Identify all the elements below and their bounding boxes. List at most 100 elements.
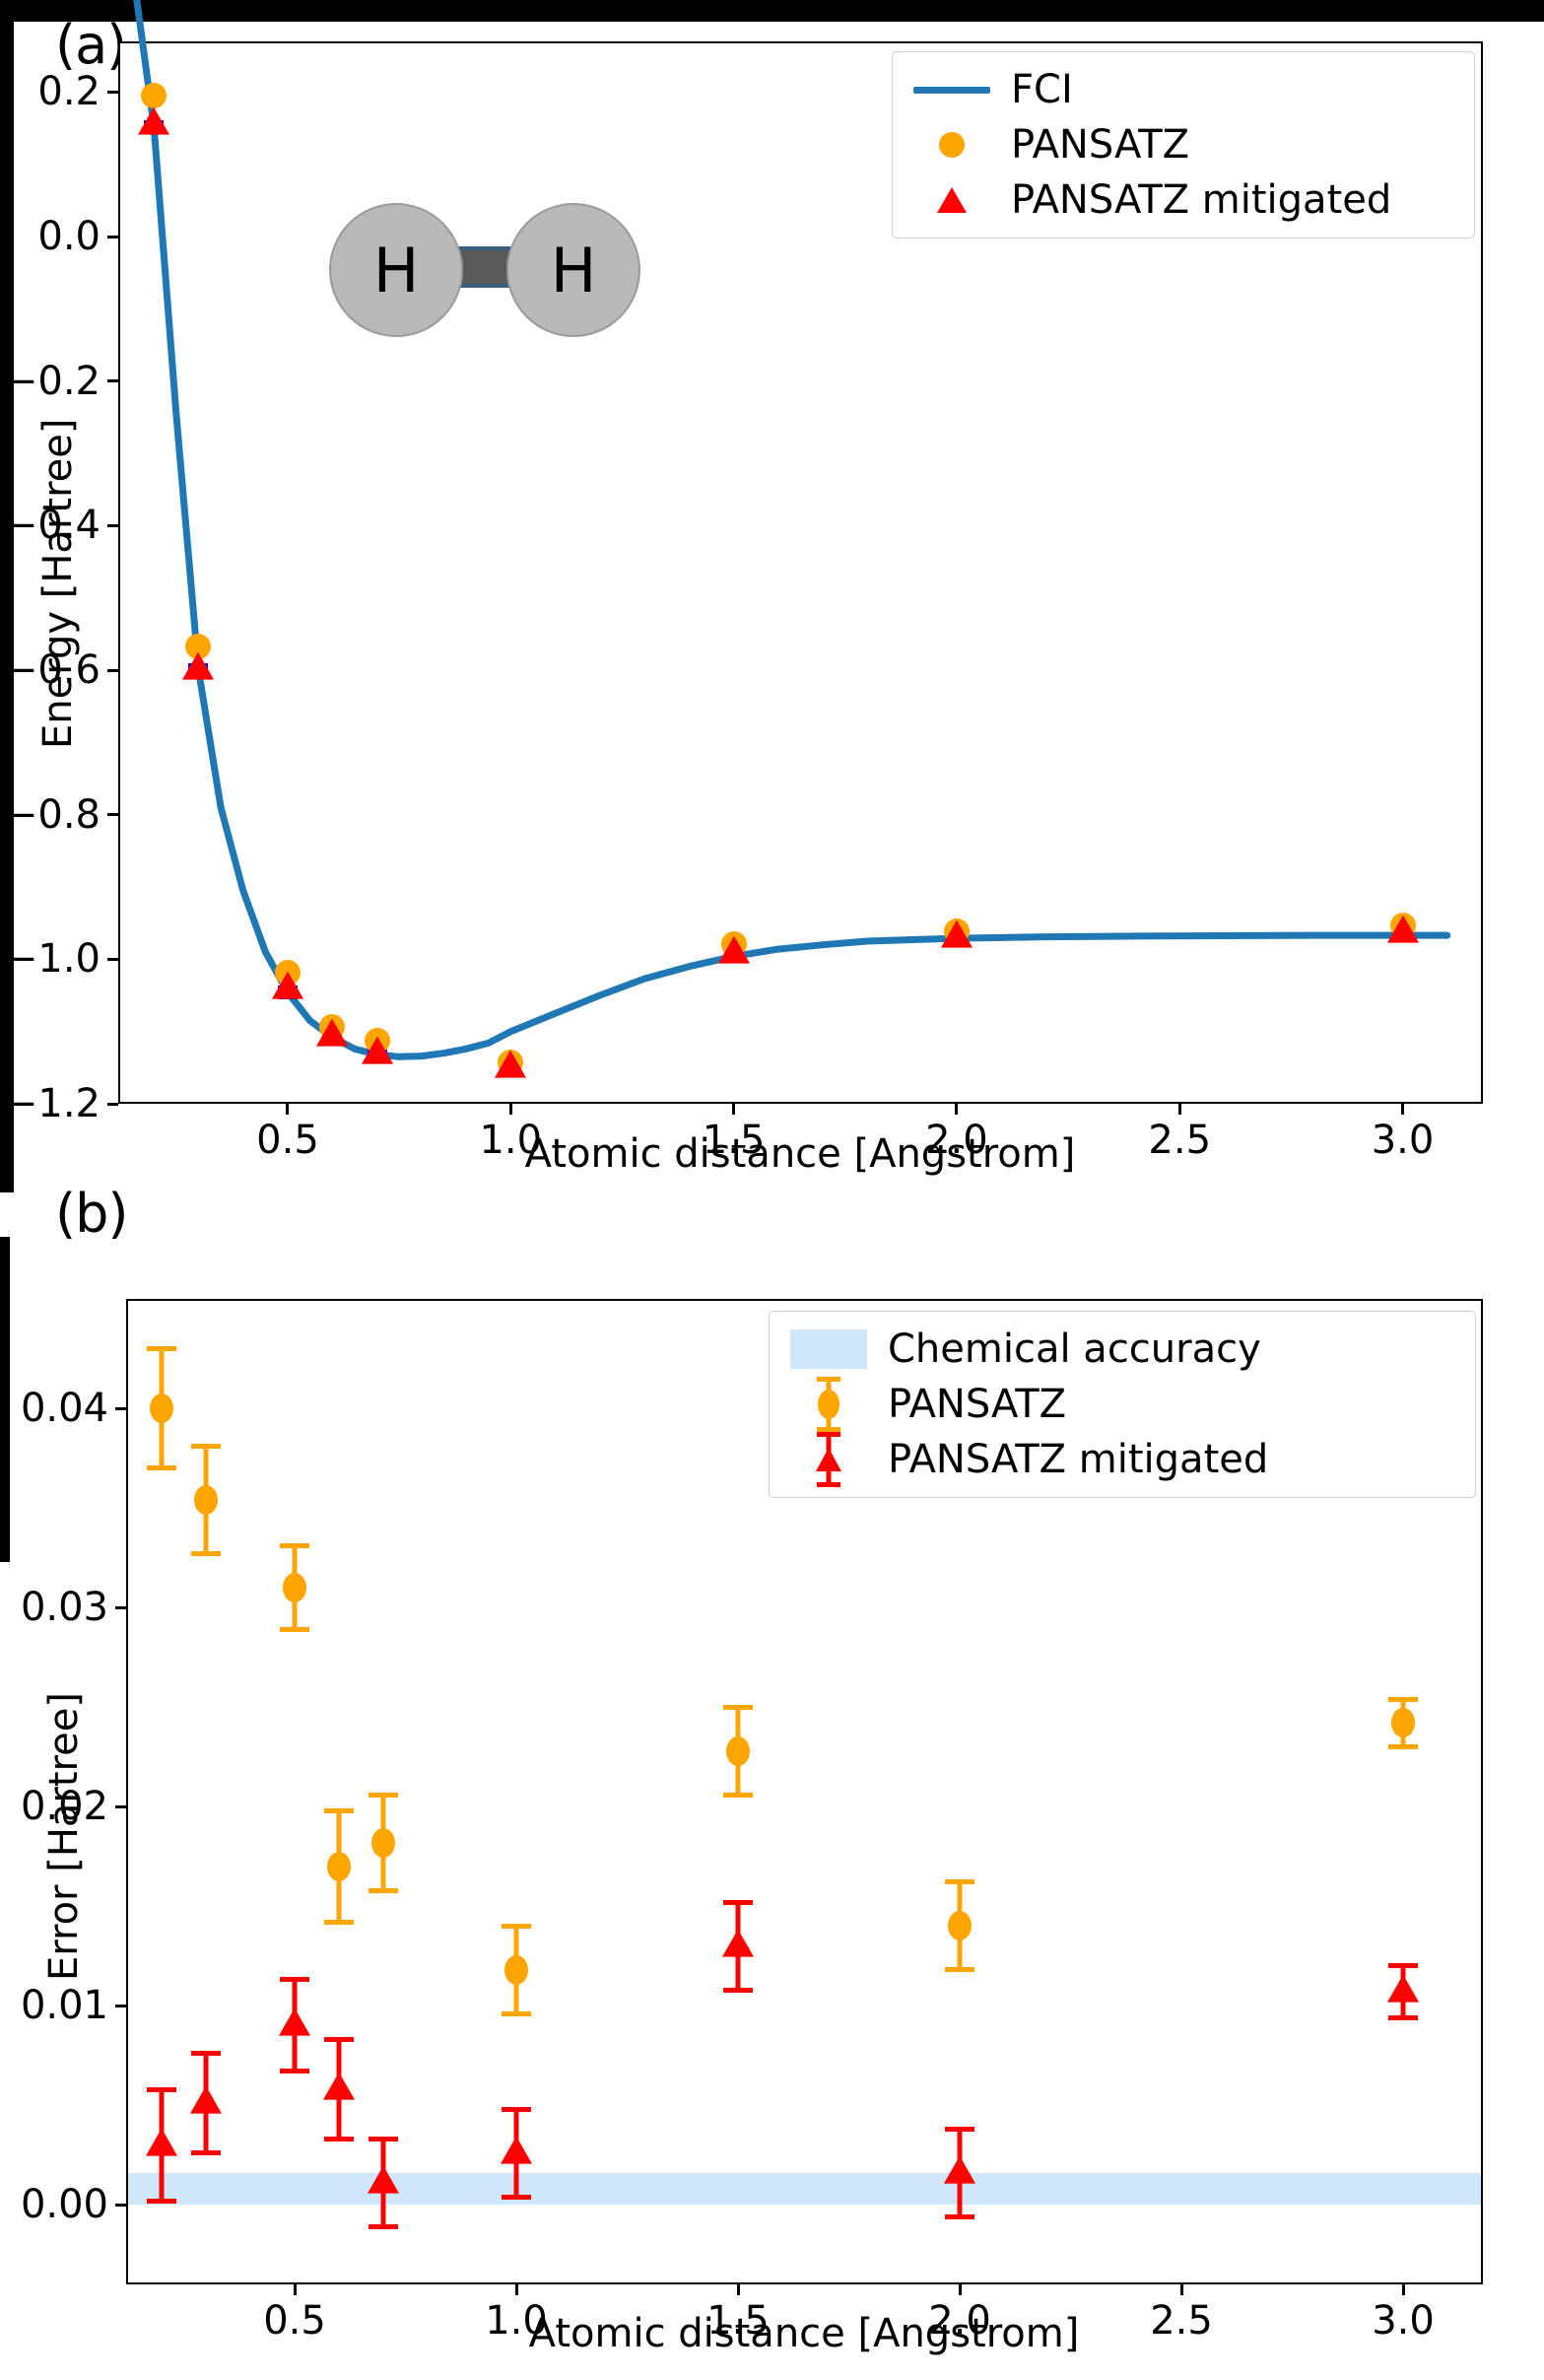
pansatz-mitigated-marker [316,1018,349,1047]
legend-label: PANSATZ mitigated [888,1437,1269,1482]
error-bar-cap-bottom [1388,1744,1418,1750]
pansatz-mitigated-marker [940,919,973,948]
error-bar-cap-top [945,2126,974,2132]
xtick-mark [736,2284,740,2295]
xtick-mark [732,1104,736,1115]
xtick-label: 2.5 [1148,1118,1212,1163]
xtick-label: 1.0 [485,2298,548,2344]
pansatz-mitigated-marker [501,2136,532,2164]
error-bar-cap-top [723,1899,753,1905]
panel-b-xlabel: Atomic distance [Angstrom] [528,2311,1080,2356]
ytick-mark [107,957,118,961]
xtick-label: 2.5 [1150,2298,1213,2344]
ytick-mark [107,235,118,238]
error-bar-cap-bottom [1388,2014,1418,2020]
xtick-label: 3.0 [1372,2298,1435,2344]
pansatz-mitigated-marker [1386,915,1419,943]
error-bar-cap-bottom [324,1919,354,1925]
error-bar-cap-bottom [147,1465,176,1471]
error-bar-cap-top [147,1346,176,1351]
ytick-mark [115,1804,126,1808]
xtick-mark [293,2284,297,2295]
legend-label: Chemical accuracy [888,1326,1261,1372]
pansatz-marker [283,1572,306,1602]
ytick-mark [115,1406,126,1410]
legend-label: PANSATZ [888,1382,1067,1427]
panel-a-legend: FCI PANSATZ PANSATZ mitigated [892,51,1475,238]
band-swatch-icon [783,1329,874,1369]
pansatz-marker [150,1394,173,1424]
xtick-mark [1401,2284,1405,2295]
ytick-label: 0.0 [37,214,101,259]
pansatz-marker [327,1851,351,1881]
ytick-mark [107,90,118,94]
pansatz-marker [1391,1708,1415,1738]
xtick-label: 2.0 [925,1118,988,1163]
ytick-label: 0.02 [20,1784,108,1830]
error-bar-cap-bottom [945,2213,974,2219]
error-bar-cap-top [502,2106,531,2112]
pansatz-mitigated-marker [323,2072,355,2100]
ytick-label: −0.4 [4,503,101,549]
error-bar-cap-top [324,2037,354,2042]
molecule-atom-left-label: H [372,234,420,306]
error-bar-cap-bottom [502,2010,531,2016]
pansatz-mitigated-marker [361,1037,393,1065]
xtick-mark [508,1104,512,1115]
ytick-mark [115,1605,126,1609]
legend-item-pansatz: PANSATZ [783,1377,1459,1432]
legend-item-pansatz-mitigated: PANSATZ mitigated [906,172,1458,228]
pansatz-marker [504,1954,528,1985]
pansatz-mitigated-marker [138,106,170,135]
legend-label: PANSATZ mitigated [1011,177,1392,223]
error-bar-cap-bottom [723,1987,753,1993]
xtick-label: 3.0 [1371,1118,1435,1163]
error-bar-cap-bottom [723,1792,753,1798]
black-bar-top [0,0,1544,22]
legend-label: FCI [1011,67,1073,112]
pansatz-mitigated-marker [722,1929,754,1957]
xtick-label: 2.0 [928,2298,991,2344]
error-bar-cap-top [324,1807,354,1813]
xtick-mark [1401,1104,1405,1115]
pansatz-marker [371,1827,395,1858]
ytick-label: −0.2 [4,358,101,404]
error-bar-cap-top [502,1923,531,1929]
error-bar-cap-bottom [147,2198,176,2204]
error-bar-cap-bottom [280,2069,309,2074]
xtick-label: 1.0 [479,1118,543,1163]
legend-label: PANSATZ [1011,122,1190,168]
error-bar-cap-top [191,2051,221,2057]
pansatz-mitigated-marker [944,2155,975,2184]
xtick-mark [958,2284,962,2295]
ytick-mark [107,1102,118,1106]
error-bar-cap-top [280,1543,309,1548]
ytick-label: 0.2 [37,69,101,115]
black-bar-left-upper [0,0,14,1192]
pansatz-mitigated-marker [368,2165,399,2194]
pansatz-marker [948,1911,972,1941]
xtick-mark [955,1104,959,1115]
panel-a-fci-curve [133,0,1451,1060]
error-bar-cap-bottom [191,2150,221,2156]
pansatz-mitigated-marker [1387,1974,1419,2003]
ytick-label: 0.03 [20,1585,108,1631]
error-bar-cap-top [1388,1696,1418,1702]
panel-b-ylabel: Error [Hartree] [41,1692,87,1981]
xtick-mark [286,1104,290,1115]
ytick-mark [107,379,118,383]
molecule-atom-left: H [329,203,463,337]
panel-a-label: (a) [55,14,127,76]
pansatz-marker [141,83,168,108]
pansatz-mitigated-marker [190,2085,222,2114]
ytick-label: 0.04 [20,1386,108,1432]
error-bar-cap-top [1388,1963,1418,1969]
ytick-mark [107,813,118,817]
ytick-label: −0.8 [4,791,101,838]
xtick-label: 1.5 [706,2298,770,2344]
pansatz-marker [194,1485,218,1516]
chemical-accuracy-band [128,2172,1481,2206]
xtick-label: 0.5 [256,1118,319,1163]
molecule-atom-right-label: H [550,234,597,306]
